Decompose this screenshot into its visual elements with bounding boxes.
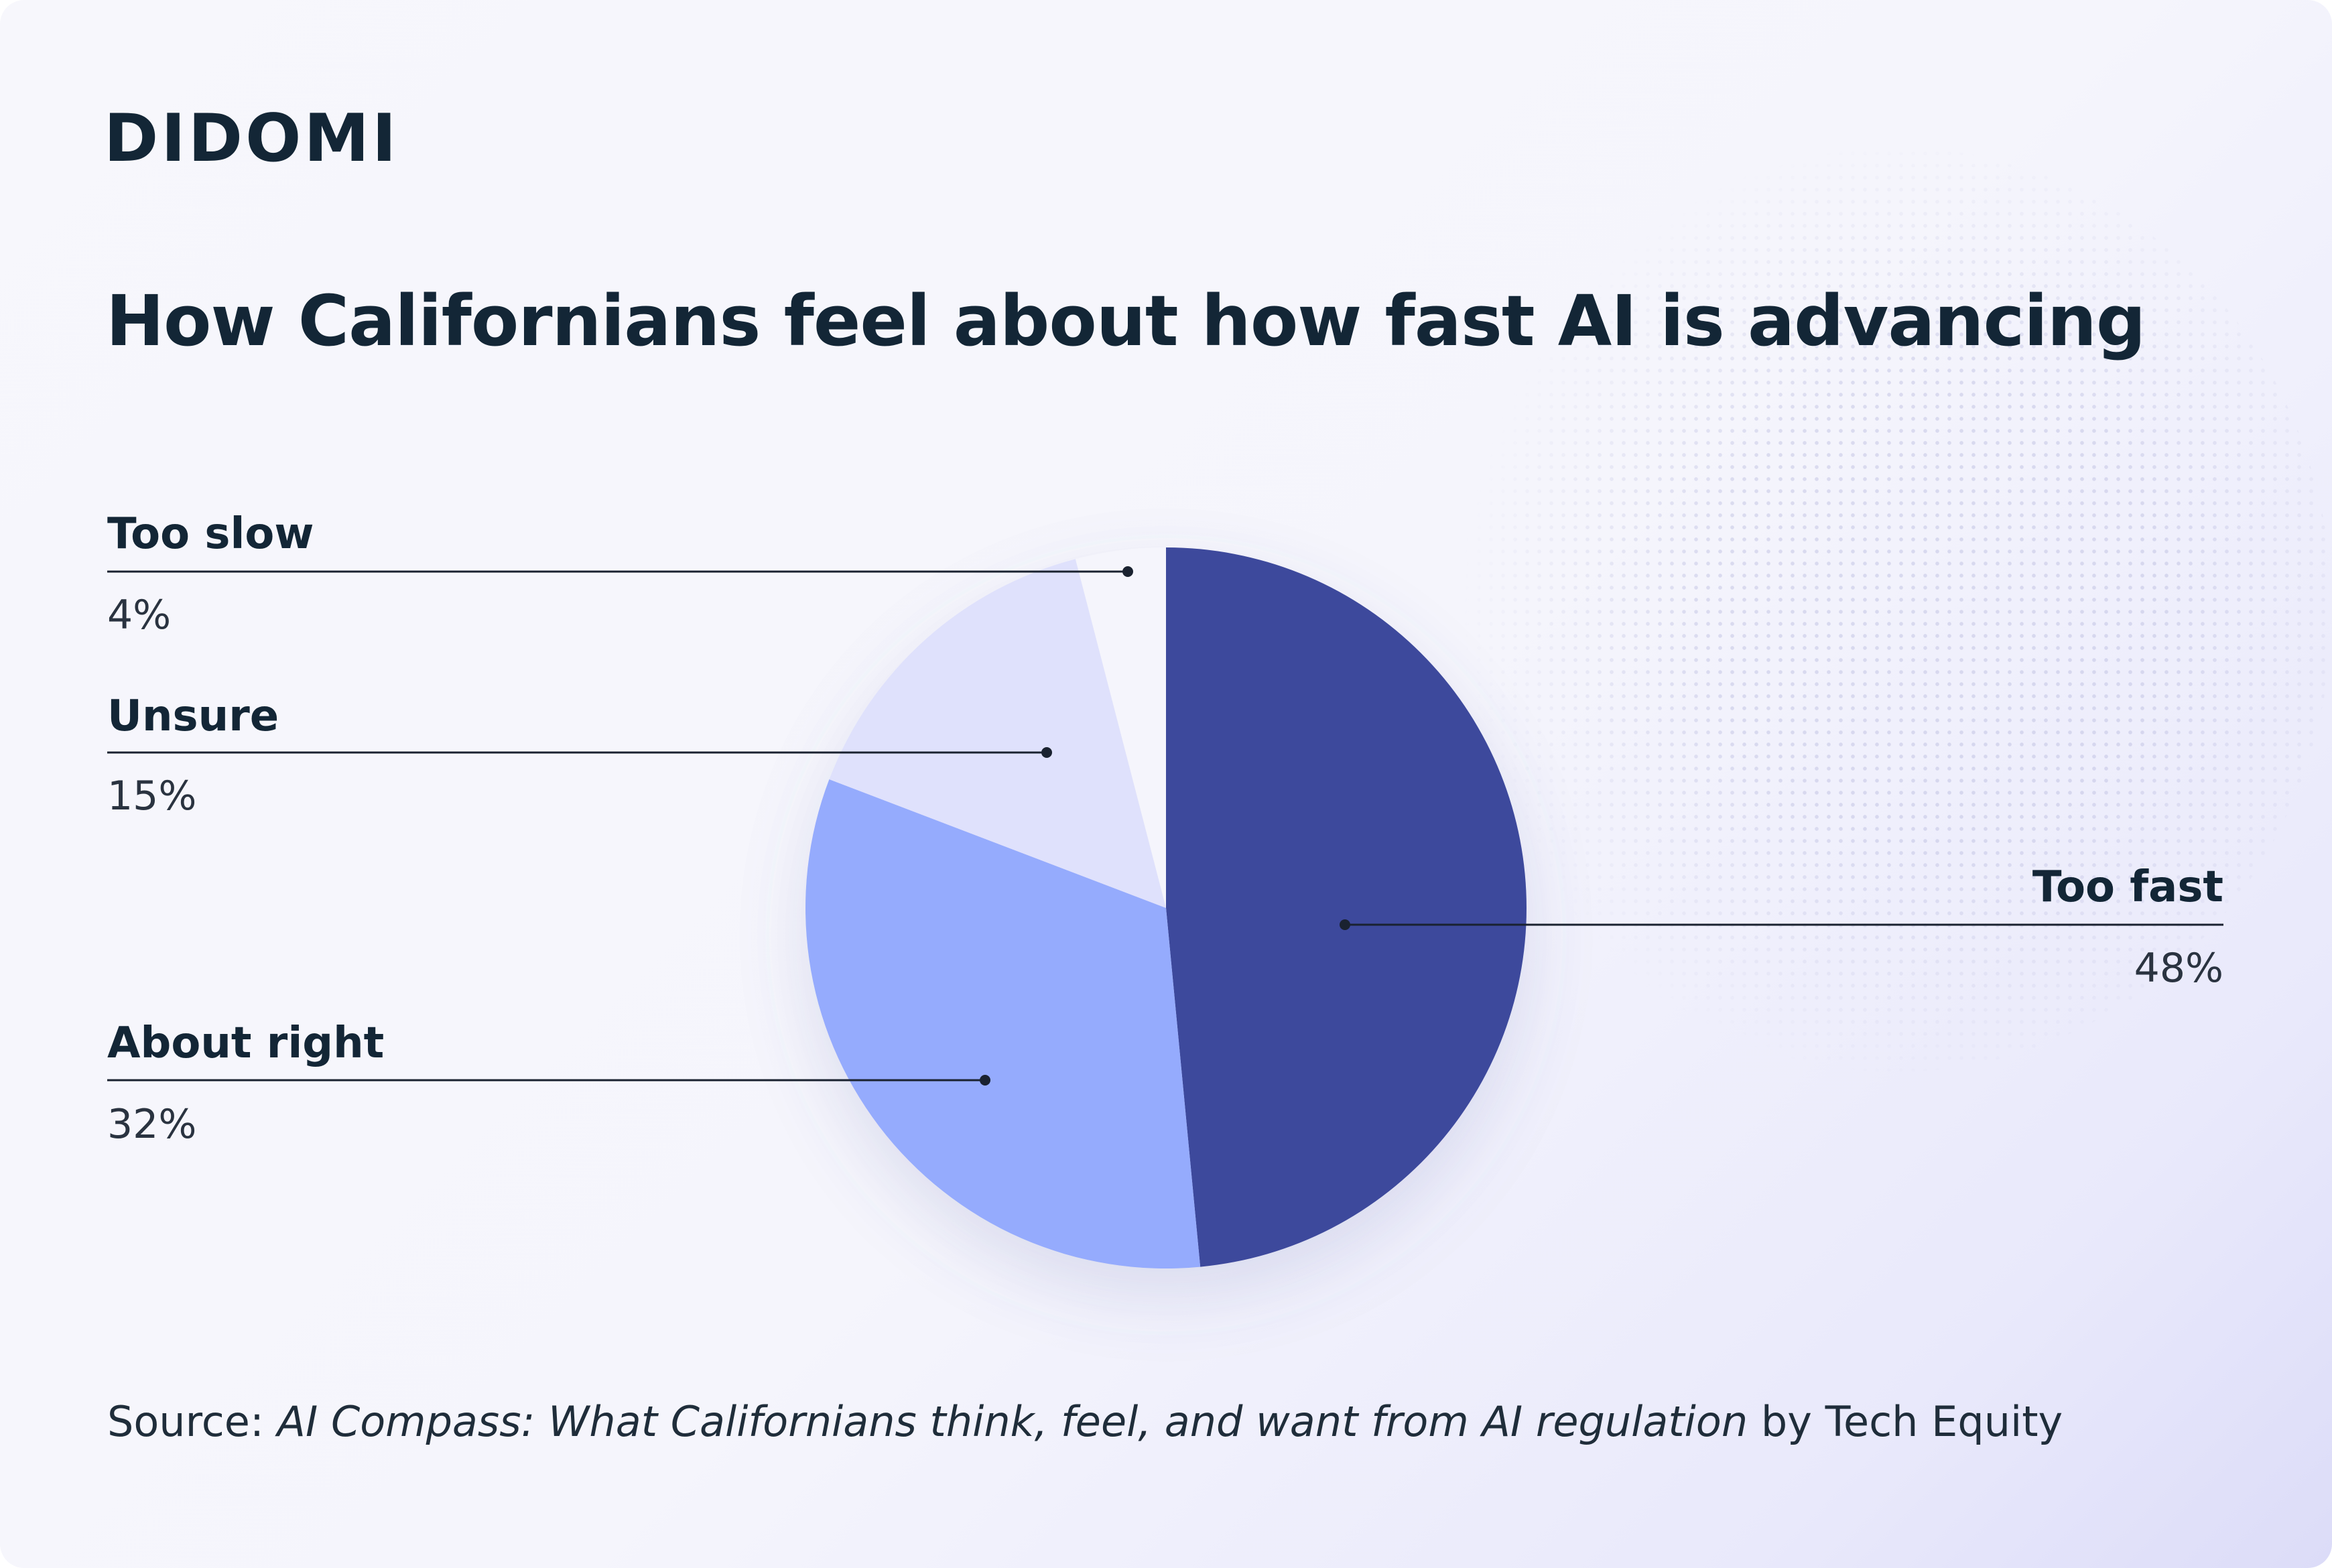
dot-pattern-decoration	[1461, 147, 2332, 1072]
value-too-fast: 48%	[2134, 945, 2223, 992]
label-too-slow: Too slow	[107, 509, 314, 559]
label-about-right: About right	[107, 1019, 385, 1068]
value-about-right: 32%	[107, 1101, 197, 1148]
pie-slice-too-fast	[1166, 547, 1527, 1267]
source-publication: AI Compass: What Californians think, fee…	[277, 1397, 1748, 1446]
brand-logo: DIDOMI	[104, 101, 399, 177]
pie-slice-about-right	[805, 779, 1201, 1268]
source-suffix: by Tech Equity	[1748, 1397, 2063, 1446]
pie-slice-unsure	[829, 559, 1166, 908]
leader-dot-unsure	[1041, 747, 1052, 758]
label-unsure: Unsure	[107, 692, 279, 741]
value-too-slow: 4%	[107, 592, 172, 639]
pie-slice-too-slow	[1075, 547, 1166, 908]
source-prefix: Source:	[107, 1397, 277, 1446]
leader-dot-too-slow	[1122, 566, 1133, 577]
source-note: Source: AI Compass: What Californians th…	[107, 1397, 2063, 1446]
leader-dot-about-right	[980, 1075, 990, 1086]
value-unsure: 15%	[107, 773, 197, 820]
label-too-fast: Too fast	[2032, 862, 2223, 912]
chart-title: How Californians feel about how fast AI …	[106, 280, 2146, 362]
leader-dot-too-fast	[1340, 919, 1350, 930]
